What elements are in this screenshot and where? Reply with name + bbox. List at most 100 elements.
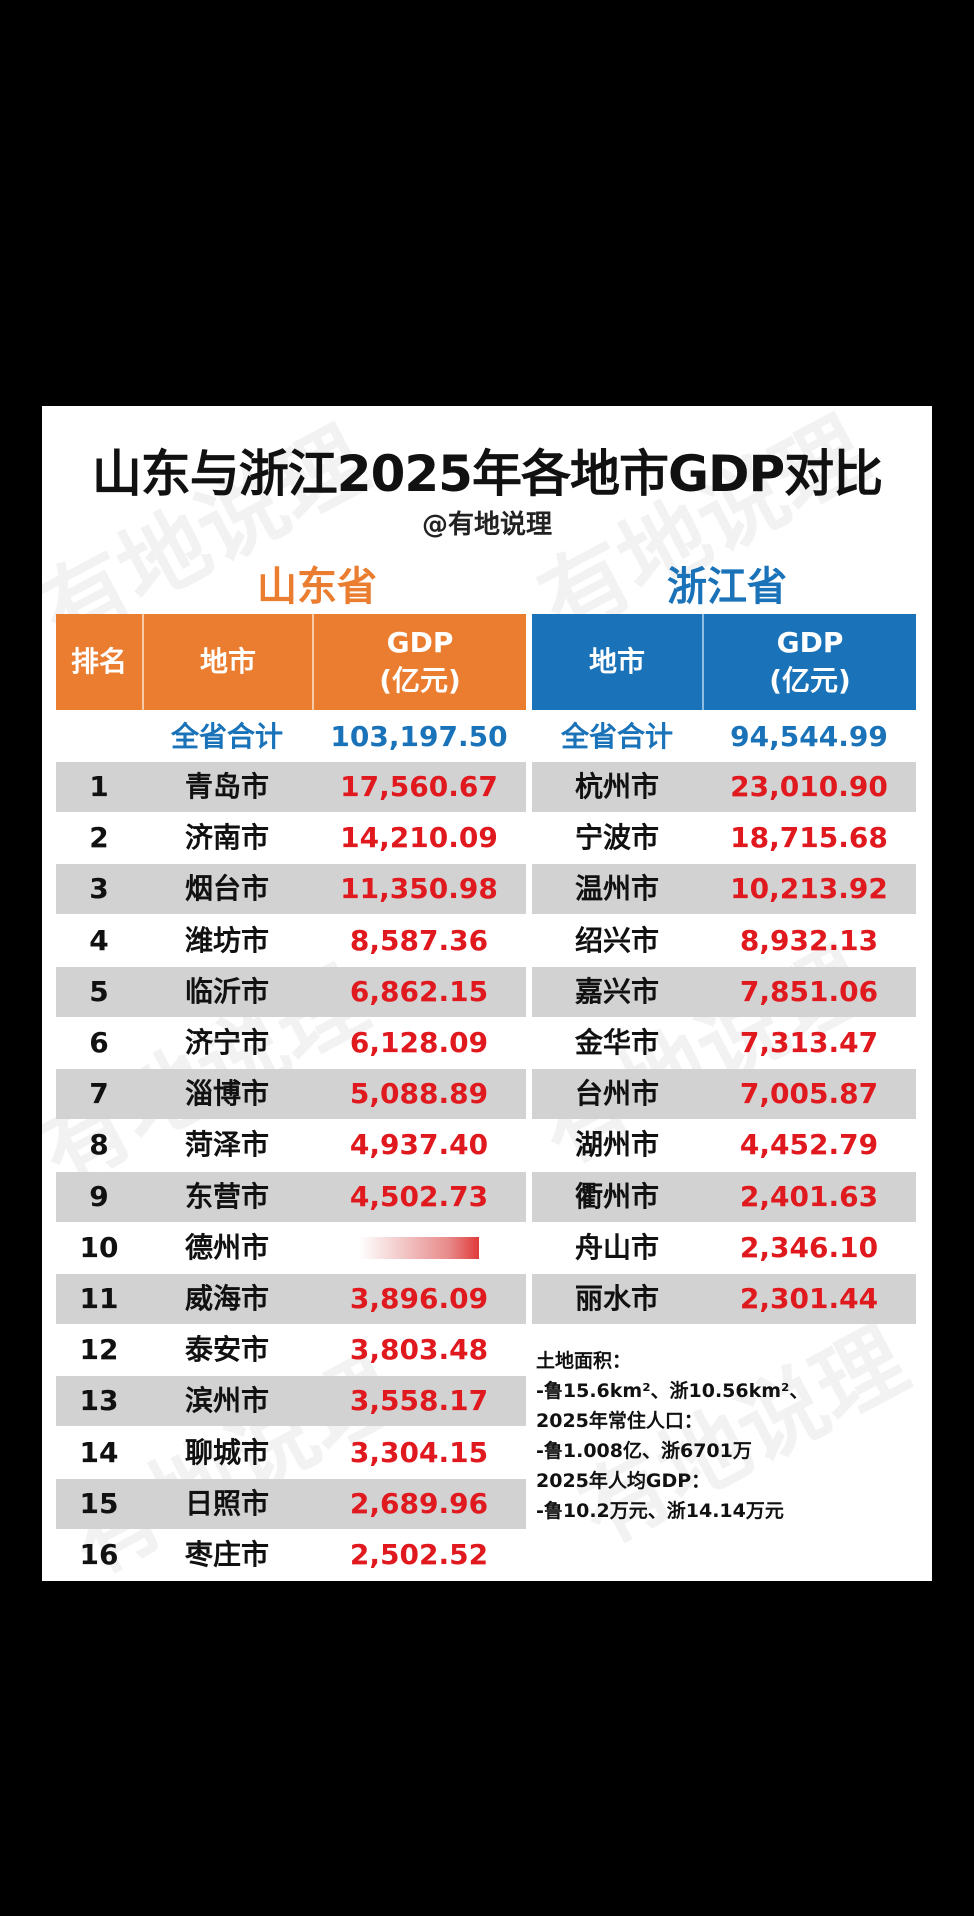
- city-cell: 台州市: [574, 1077, 659, 1110]
- rank-cell: 6: [89, 1026, 109, 1059]
- table-row: [56, 762, 526, 812]
- rank-cell: 8: [89, 1128, 109, 1161]
- city-cell: 杭州市: [574, 770, 659, 803]
- gdp-cell: 2,502.52: [349, 1538, 489, 1571]
- city-cell: 烟台市: [184, 872, 269, 905]
- city-cell: 威海市: [184, 1282, 269, 1315]
- table-row: [56, 1479, 526, 1529]
- table-row: [532, 967, 916, 1017]
- redacted-value: [359, 1237, 479, 1259]
- comparison-card: 有地说理 有地说理 有地说理 有地说理 有地说理 有地说理 山东与浙江2025年…: [42, 406, 932, 1581]
- rank-cell: 14: [79, 1436, 119, 1469]
- total-value: 94,544.99: [730, 720, 888, 753]
- rank-cell: 3: [89, 872, 109, 905]
- city-cell: 济宁市: [184, 1026, 269, 1059]
- note-line: -鲁15.6km²、浙10.56km²、: [536, 1380, 809, 1402]
- city-cell: 青岛市: [184, 770, 269, 803]
- gdp-cell: 4,502.73: [349, 1180, 489, 1213]
- gdp-cell: 4,937.40: [349, 1128, 489, 1161]
- total-label: 全省合计: [170, 720, 283, 753]
- table-row: [532, 1172, 916, 1222]
- table-row: [532, 1069, 916, 1119]
- gdp-cell: 6,862.15: [349, 975, 489, 1008]
- gdp-cell: 8,932.13: [739, 924, 879, 957]
- gdp-cell: 2,401.63: [739, 1180, 879, 1213]
- note-line: 2025年常住人口：: [536, 1410, 703, 1432]
- city-cell: 绍兴市: [574, 924, 659, 957]
- city-cell: 临沂市: [184, 975, 269, 1008]
- author-handle: @有地说理: [421, 510, 552, 540]
- gdp-cell: 23,010.90: [730, 770, 888, 803]
- header-city: 地市: [142, 614, 312, 710]
- rank-cell: 4: [89, 924, 109, 957]
- city-cell: 潍坊市: [184, 924, 269, 957]
- gdp-cell: 17,560.67: [340, 770, 498, 803]
- header-gdp: GDP (亿元): [312, 614, 526, 710]
- gdp-cell: 5,088.89: [349, 1077, 489, 1110]
- city-cell: 东营市: [184, 1180, 269, 1213]
- gdp-cell: 3,304.15: [349, 1436, 489, 1469]
- rank-cell: 1: [89, 770, 109, 803]
- rank-cell: 9: [89, 1180, 109, 1213]
- city-cell: 济南市: [184, 821, 269, 854]
- rank-cell: 16: [79, 1538, 119, 1571]
- gdp-cell: 6,128.09: [349, 1026, 489, 1059]
- city-cell: 金华市: [574, 1026, 659, 1059]
- rank-cell: 15: [79, 1487, 119, 1520]
- table-row: [56, 1172, 526, 1222]
- city-cell: 泰安市: [184, 1333, 269, 1366]
- city-cell: 菏泽市: [184, 1128, 269, 1161]
- gdp-cell: 2,301.44: [739, 1282, 879, 1315]
- gdp-cell: 7,851.06: [739, 975, 879, 1008]
- table-row: [532, 762, 916, 812]
- table-row: [56, 1069, 526, 1119]
- total-label: 全省合计: [560, 720, 673, 753]
- city-cell: 丽水市: [574, 1282, 659, 1315]
- rank-cell: 7: [89, 1077, 109, 1110]
- rank-cell: 10: [79, 1231, 119, 1264]
- gdp-cell: [312, 1223, 526, 1273]
- header-city: 地市: [532, 614, 702, 710]
- gdp-cell: 4,452.79: [739, 1128, 879, 1161]
- city-cell: 淄博市: [184, 1077, 269, 1110]
- notes-block: 土地面积： -鲁15.6km²、浙10.56km²、 2025年常住人口： -鲁…: [536, 1346, 916, 1526]
- note-line: 土地面积：: [536, 1350, 632, 1372]
- table-row: [532, 864, 916, 914]
- header-rank: 排名: [56, 614, 142, 710]
- gdp-cell: 2,346.10: [739, 1231, 879, 1264]
- rank-cell: 13: [79, 1384, 119, 1417]
- city-cell: 温州市: [574, 872, 659, 905]
- table-row: [56, 864, 526, 914]
- header-gdp: GDP (亿元): [702, 614, 916, 710]
- gdp-cell: 7,313.47: [739, 1026, 879, 1059]
- gdp-cell: 18,715.68: [730, 821, 888, 854]
- city-cell: 衢州市: [574, 1180, 659, 1213]
- gdp-cell: 11,350.98: [340, 872, 498, 905]
- table-row: [532, 1274, 916, 1324]
- note-line: 2025年人均GDP：: [536, 1470, 711, 1492]
- city-cell: 滨州市: [184, 1384, 269, 1417]
- gdp-cell: 3,558.17: [349, 1384, 489, 1417]
- page-title: 山东与浙江2025年各地市GDP对比: [91, 445, 883, 503]
- total-value: 103,197.50: [330, 720, 508, 753]
- table-row: [56, 967, 526, 1017]
- shandong-title: 山东省: [257, 564, 377, 610]
- table-row: [56, 1376, 526, 1426]
- gdp-cell: 3,896.09: [349, 1282, 489, 1315]
- city-cell: 日照市: [184, 1487, 269, 1520]
- gdp-cell: 7,005.87: [739, 1077, 879, 1110]
- gdp-cell: 10,213.92: [730, 872, 888, 905]
- city-cell: 德州市: [184, 1231, 269, 1264]
- city-cell: 舟山市: [574, 1231, 659, 1264]
- gdp-cell: 8,587.36: [349, 924, 489, 957]
- city-cell: 湖州市: [574, 1128, 659, 1161]
- gdp-cell: 3,803.48: [349, 1333, 489, 1366]
- rank-cell: 12: [79, 1333, 119, 1366]
- city-cell: 宁波市: [574, 821, 659, 854]
- table-row: [56, 1274, 526, 1324]
- gdp-cell: 14,210.09: [340, 821, 498, 854]
- city-cell: 枣庄市: [184, 1538, 269, 1571]
- rank-cell: 2: [89, 821, 109, 854]
- rank-cell: 11: [79, 1282, 119, 1315]
- zhejiang-title: 浙江省: [667, 564, 787, 610]
